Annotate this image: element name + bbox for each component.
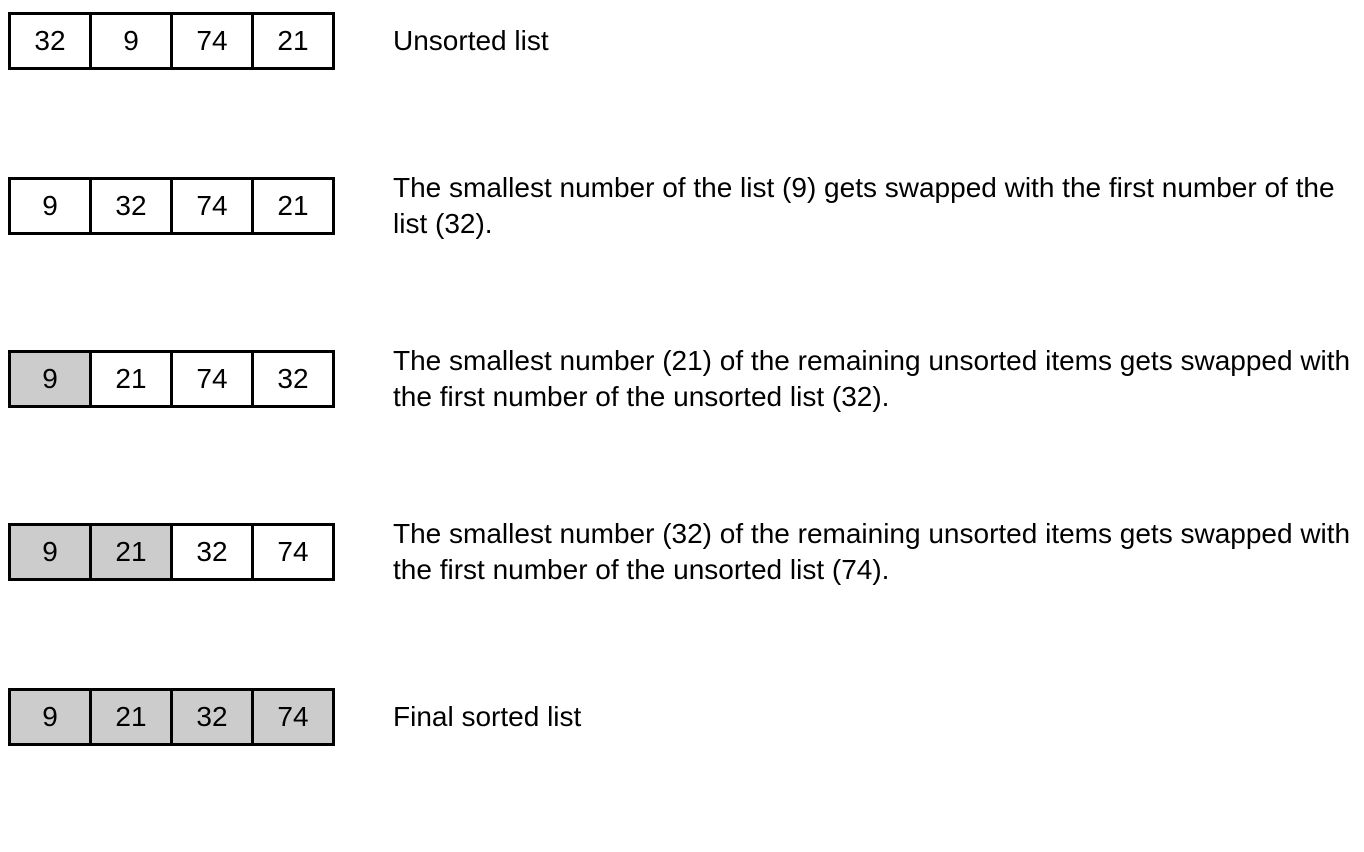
array-cell: 21 — [89, 688, 173, 746]
array-cell: 32 — [170, 688, 254, 746]
array-cell: 9 — [8, 523, 92, 581]
step-description: The smallest number (32) of the remainin… — [393, 516, 1353, 589]
array-cell: 32 — [251, 350, 335, 408]
step-row: 9217432 The smallest number (21) of the r… — [8, 343, 1364, 416]
array-cell: 32 — [8, 12, 92, 70]
array-cell: 9 — [8, 177, 92, 235]
array-boxes: 9327421 — [8, 177, 335, 235]
array-cell: 74 — [251, 523, 335, 581]
array-cell: 21 — [89, 350, 173, 408]
array-cell: 21 — [251, 12, 335, 70]
array-cell: 9 — [8, 688, 92, 746]
array-cell: 32 — [170, 523, 254, 581]
step-description: Unsorted list — [393, 23, 549, 59]
array-boxes: 3297421 — [8, 12, 335, 70]
step-row: 3297421 Unsorted list — [8, 12, 1364, 70]
array-cell: 9 — [8, 350, 92, 408]
array-cell: 32 — [89, 177, 173, 235]
array-boxes: 9217432 — [8, 350, 335, 408]
step-row: 9213274 The smallest number (32) of the r… — [8, 516, 1364, 589]
array-cell: 21 — [89, 523, 173, 581]
step-row: 9213274 Final sorted list — [8, 688, 1364, 746]
array-cell: 74 — [170, 177, 254, 235]
array-boxes: 9213274 — [8, 523, 335, 581]
array-cell: 74 — [170, 12, 254, 70]
array-cell: 74 — [251, 688, 335, 746]
step-description: The smallest number of the list (9) gets… — [393, 170, 1353, 243]
step-description: Final sorted list — [393, 699, 581, 735]
step-row: 9327421 The smallest number of the list (… — [8, 170, 1364, 243]
array-cell: 9 — [89, 12, 173, 70]
array-boxes: 9213274 — [8, 688, 335, 746]
array-cell: 21 — [251, 177, 335, 235]
selection-sort-diagram: 3297421Unsorted list9327421The smallest … — [8, 12, 1364, 746]
step-description: The smallest number (21) of the remainin… — [393, 343, 1353, 416]
array-cell: 74 — [170, 350, 254, 408]
